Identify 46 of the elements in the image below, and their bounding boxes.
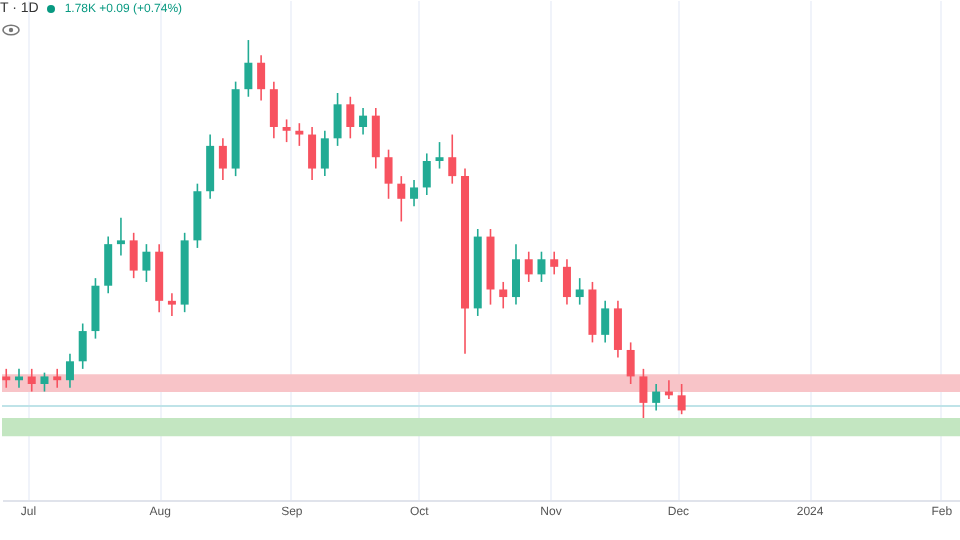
candlestick — [40, 371, 49, 393]
candlestick — [27, 368, 36, 393]
candlestick — [257, 54, 266, 102]
candlestick — [78, 322, 87, 370]
candlestick — [206, 133, 215, 200]
candlestick — [435, 141, 444, 170]
candlestick — [320, 129, 329, 177]
candlestick — [677, 383, 686, 416]
candlestick — [397, 175, 406, 223]
candlestick — [295, 122, 304, 147]
candlestick — [53, 368, 62, 389]
candlestick — [104, 235, 113, 295]
candlestick — [91, 277, 100, 340]
candlestick — [499, 281, 508, 310]
candlestick — [562, 258, 571, 306]
candlestick — [371, 107, 380, 170]
candlestick — [422, 152, 431, 196]
candlestick — [346, 95, 355, 140]
candlestick — [65, 352, 74, 389]
candlestick — [448, 133, 457, 185]
candlestick — [575, 277, 584, 306]
candlestick — [359, 107, 368, 136]
candlestick — [524, 250, 533, 283]
candlestick — [308, 126, 317, 181]
candlestick — [269, 80, 278, 140]
candlestick — [384, 148, 393, 200]
candlestick — [333, 92, 342, 147]
candlestick — [652, 383, 661, 412]
candlestick — [511, 243, 520, 306]
candlestick — [14, 368, 23, 389]
candlestick — [626, 341, 635, 385]
candlestick — [537, 250, 546, 283]
candlestick — [410, 179, 419, 208]
candlestick — [588, 281, 597, 344]
candlestick — [244, 39, 253, 98]
candlestick — [2, 368, 11, 389]
candlestick — [218, 137, 227, 181]
candlestick — [639, 368, 648, 419]
candlestick — [167, 292, 176, 317]
candlestick — [282, 118, 291, 143]
candlestick — [601, 300, 610, 344]
candlestick — [613, 300, 622, 359]
candlestick — [129, 232, 138, 279]
candlestick — [550, 250, 559, 276]
candlestick — [116, 216, 125, 257]
candlestick — [142, 243, 151, 283]
